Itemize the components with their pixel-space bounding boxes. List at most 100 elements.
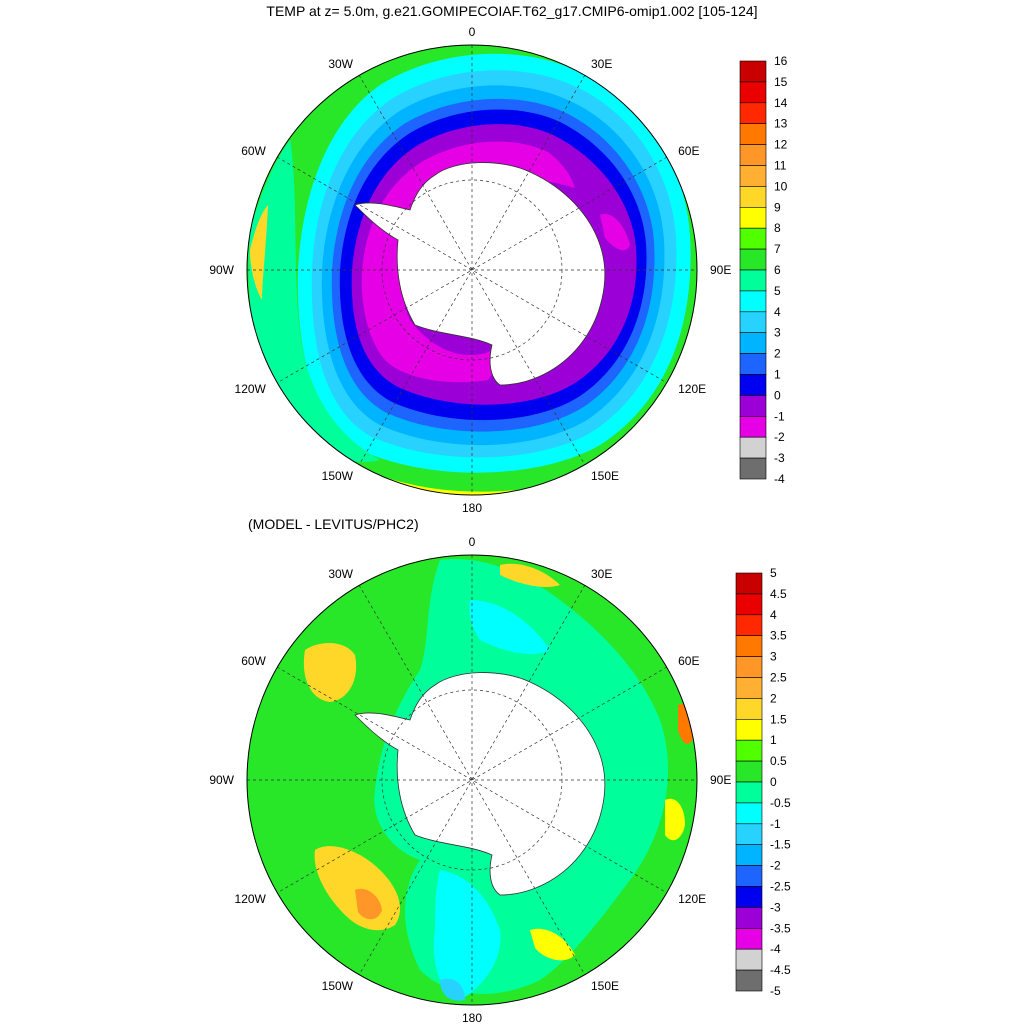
lon-label: 180 <box>462 1011 482 1024</box>
colorbar-swatch <box>735 969 763 992</box>
lon-label: 60W <box>241 654 266 668</box>
colorbar-tick-label: -4.5 <box>770 963 791 977</box>
colorbar-tick-label: 3 <box>770 650 777 664</box>
lon-label: 60W <box>241 144 266 158</box>
diff-region-pos5 <box>530 928 575 961</box>
colorbar-tick-label: 12 <box>774 138 788 152</box>
colorbar-swatch <box>739 457 767 480</box>
colorbar-swatch <box>735 677 763 699</box>
lon-label: 150E <box>591 979 619 993</box>
temperature-map <box>247 45 697 495</box>
lon-label: 60E <box>678 654 699 668</box>
colorbar-tick-label: -5 <box>770 984 781 998</box>
colorbar-swatch <box>739 144 767 166</box>
colorbar-tick-label: 7 <box>774 242 781 256</box>
band-6 <box>248 140 380 462</box>
lon-label: 150E <box>591 469 619 483</box>
lon-label: 30E <box>591 567 612 581</box>
colorbar-swatch <box>739 353 767 375</box>
colorbar-tick-label: 2 <box>770 691 777 705</box>
colorbar-swatch <box>735 802 763 825</box>
diff-region-pos3 <box>355 888 382 920</box>
colorbar-swatch <box>735 760 763 783</box>
lon-labels-1: 0 30E 60E 90E 120E 150E 180 150W 120W 90W 60W 30W <box>209 25 731 515</box>
colorbar-swatch <box>739 415 767 438</box>
colorbar-tick-label: 14 <box>774 96 788 110</box>
map-border-2 <box>246 554 698 1006</box>
colorbar-tick-label: -0.5 <box>770 796 791 810</box>
colorbar-tick-label: -1 <box>774 409 785 423</box>
lon-label: 150W <box>322 469 354 483</box>
colorbar-swatch <box>735 886 763 908</box>
diff-region-neg3 <box>469 600 550 655</box>
chart-title: TEMP at z= 5.0m, g.e21.GOMIPECOIAF.T62_g… <box>266 3 757 19</box>
colorbar-tick-label: 5 <box>774 284 781 298</box>
grid-lines-1 <box>247 45 697 495</box>
colorbar-tick-label: 4.5 <box>770 587 787 601</box>
colorbar-swatch <box>735 948 763 971</box>
colorbar-tick-label: 16 <box>774 54 788 68</box>
colorbar-swatch <box>735 698 763 720</box>
lon-label: 30W <box>328 57 353 71</box>
lon-label: 90E <box>710 773 731 787</box>
lon-label: 90W <box>209 263 234 277</box>
colorbar-tick-label: -3.5 <box>770 921 791 935</box>
colorbar-swatch <box>739 102 767 125</box>
lon-label: 120W <box>235 892 267 906</box>
colorbar-swatch <box>735 718 763 741</box>
colorbar-tick-label: 9 <box>774 200 781 214</box>
colorbar-tick-label: 11 <box>774 159 787 173</box>
colorbar-swatch <box>739 269 767 292</box>
colorbar-tick-label: 13 <box>774 117 788 131</box>
colorbar-tick-label: -2 <box>770 859 781 873</box>
colorbar-swatch <box>735 844 763 866</box>
lon-label: 0 <box>469 535 476 549</box>
colorbar-swatch <box>739 290 767 313</box>
lon-label: 150W <box>322 979 354 993</box>
colorbar-tick-label: -4 <box>770 942 781 956</box>
diff-region-neg2 <box>433 870 501 1000</box>
difference-map <box>247 555 697 1005</box>
colorbar-tick-label: 0.5 <box>770 754 787 768</box>
colorbar-tick-label: -3 <box>774 451 785 465</box>
colorbar-tick-label: 6 <box>774 263 781 277</box>
colorbar-swatch <box>735 635 763 657</box>
colorbar-tick-label: 2 <box>774 347 781 361</box>
colorbar-tick-label: -2.5 <box>770 880 791 894</box>
lon-label: 90W <box>209 773 234 787</box>
lon-label: 120E <box>678 382 706 396</box>
diff-antarctica <box>354 672 606 896</box>
lon-labels-2: 0 30E 60E 90E 120E 150E 180 150W 120W 90W 60W 30W <box>209 535 731 1024</box>
lon-label: 30W <box>328 567 353 581</box>
colorbar-tick-label: 5 <box>770 566 777 580</box>
colorbar-swatch <box>735 593 763 616</box>
colorbar-swatch <box>735 572 763 595</box>
colorbar-tick-label: -4 <box>774 472 785 486</box>
diff-region-pos6 <box>665 798 685 841</box>
colorbar-tick-label: 1 <box>770 733 777 747</box>
colorbar-tick-label: 10 <box>774 179 788 193</box>
colorbar-tick-label: 0 <box>770 775 777 789</box>
colorbar-swatch <box>739 311 767 333</box>
antarctica <box>354 162 606 386</box>
colorbar-swatch <box>739 374 767 396</box>
colorbar-tick-label: -3 <box>770 900 781 914</box>
colorbar-swatch <box>735 823 763 845</box>
lon-label: 90E <box>710 263 731 277</box>
diff-region-neg4 <box>440 978 465 1001</box>
band-8 <box>250 205 268 300</box>
colorbar-swatch <box>735 739 763 762</box>
colorbar-tick-label: 1 <box>774 368 781 382</box>
lon-label: 120W <box>235 382 267 396</box>
colorbar-swatch <box>735 927 763 950</box>
colorbar-tick-label: 3.5 <box>770 629 787 643</box>
colorbar-swatch <box>739 165 767 187</box>
colorbar-swatch <box>739 332 767 354</box>
colorbar-swatch <box>739 123 767 145</box>
band-minus1-spot <box>600 214 630 251</box>
panel2-subtitle: (MODEL - LEVITUS/PHC2) <box>248 516 419 532</box>
colorbar-swatch <box>739 60 767 83</box>
